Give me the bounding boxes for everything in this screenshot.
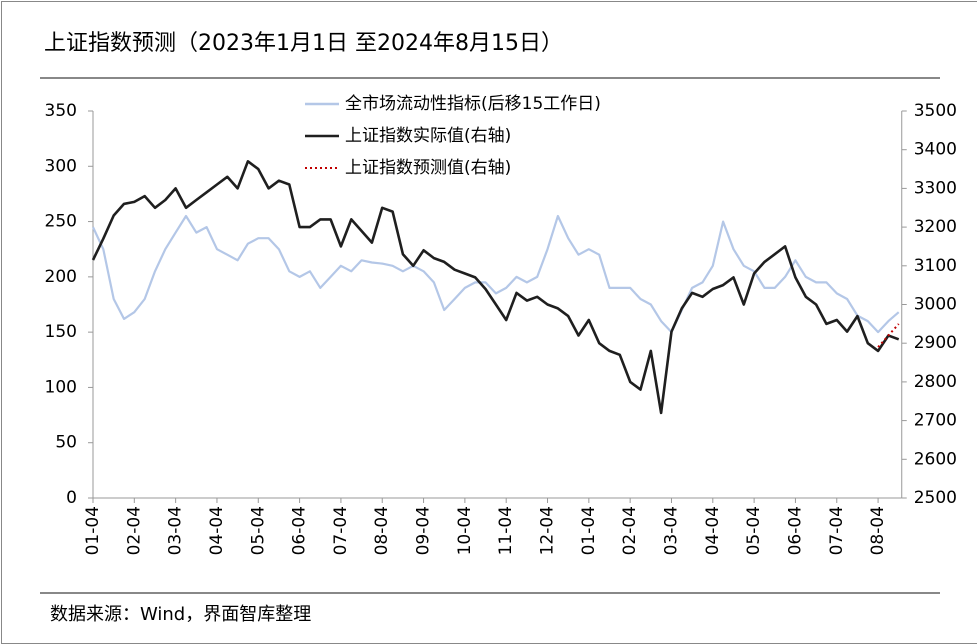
- y2-tick-label: 2900: [914, 333, 957, 353]
- x-tick-label: 05-04: [248, 506, 268, 555]
- y-tick-label: 150: [45, 322, 77, 342]
- y2-tick-label: 2700: [914, 411, 957, 431]
- x-tick-label: 04-04: [703, 506, 723, 555]
- legend-label: 上证指数实际值(右轴): [345, 126, 511, 146]
- x-tick-label: 08-04: [372, 506, 392, 555]
- x-tick-label: 07-04: [827, 506, 847, 555]
- y2-tick-label: 2800: [914, 372, 957, 392]
- series-line: [877, 323, 900, 348]
- y-tick-label: 200: [45, 267, 77, 287]
- y2-tick-label: 3500: [914, 101, 957, 121]
- x-tick-label: 09-04: [414, 506, 434, 555]
- y-tick-label: 350: [45, 101, 77, 121]
- x-tick-label: 01-04: [579, 506, 599, 555]
- x-tick-label: 07-04: [331, 506, 351, 555]
- y2-tick-label: 3200: [914, 217, 957, 237]
- x-tick-label: 02-04: [124, 506, 144, 555]
- source: 数据来源：Wind，界面智库整理: [50, 604, 311, 625]
- x-tick-label: 04-04: [207, 506, 227, 555]
- y-tick-label: 50: [55, 433, 77, 453]
- y-tick-label: 250: [45, 212, 77, 232]
- x-tick-label: 10-04: [455, 506, 475, 555]
- y2-tick-label: 3100: [914, 256, 957, 276]
- y2-tick-label: 2600: [914, 449, 957, 469]
- x-tick-label: 12-04: [538, 506, 558, 555]
- y2-tick-label: 3400: [914, 140, 957, 160]
- y-tick-label: 0: [66, 488, 77, 508]
- x-tick-label: 01-04: [83, 506, 103, 555]
- x-tick-label: 05-04: [744, 506, 764, 555]
- x-tick-label: 03-04: [661, 506, 681, 555]
- x-tick-label: 06-04: [290, 506, 310, 555]
- legend-label: 上证指数预测值(右轴): [345, 158, 511, 178]
- y2-tick-label: 3300: [914, 178, 957, 198]
- x-tick-label: 08-04: [868, 506, 888, 555]
- y-tick-label: 100: [45, 377, 77, 397]
- chart-title: 上证指数预测（2023年1月1日 至2024年8月15日）: [44, 31, 563, 56]
- x-tick-label: 06-04: [785, 506, 805, 555]
- series-line: [92, 214, 900, 334]
- x-tick-label: 03-04: [166, 506, 186, 555]
- y2-tick-label: 3000: [914, 295, 957, 315]
- y2-tick-label: 2500: [914, 488, 957, 508]
- y-tick-label: 300: [45, 156, 77, 176]
- legend-label: 全市场流动性指标(后移15工作日): [345, 94, 601, 114]
- series-line: [91, 160, 900, 415]
- x-tick-label: 02-04: [620, 506, 640, 555]
- x-tick-label: 11-04: [496, 506, 516, 555]
